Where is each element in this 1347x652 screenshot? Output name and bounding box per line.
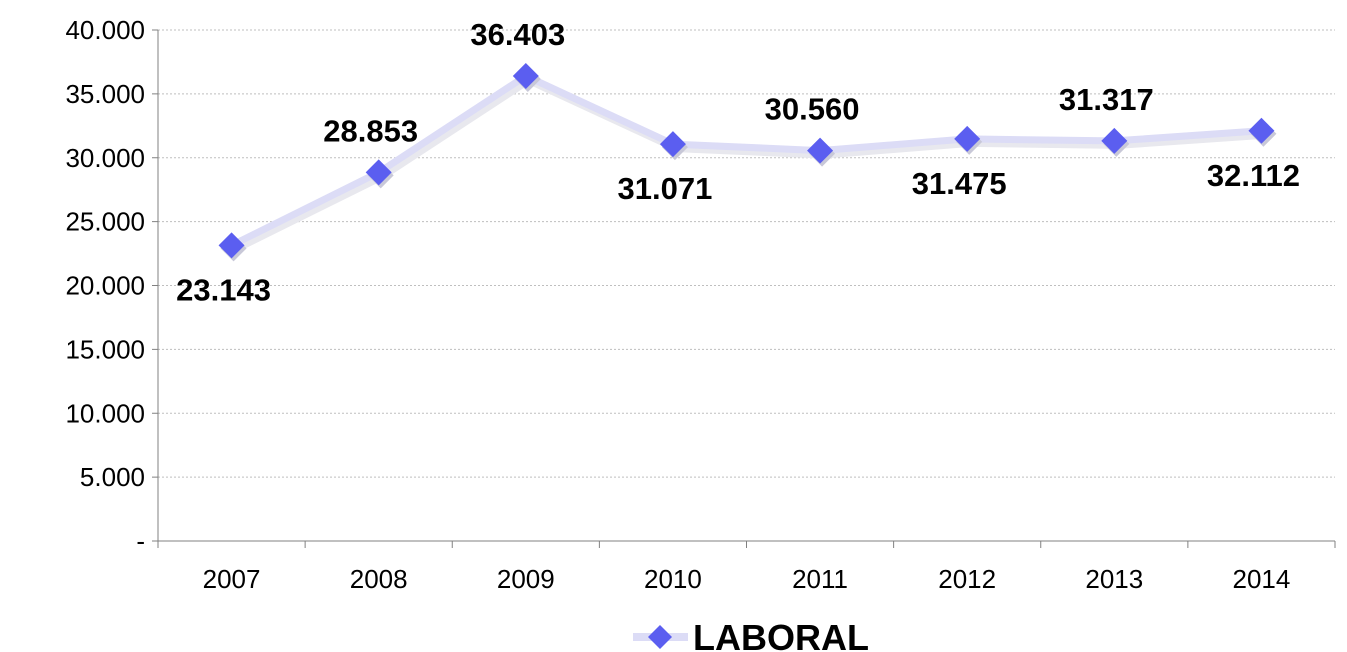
x-tick-label: 2014 bbox=[1233, 564, 1291, 594]
y-tick-label: 40.000 bbox=[65, 15, 145, 45]
series-line-shadow bbox=[232, 75, 1265, 253]
data-labels: 23.143 28.853 36.403 31.071 30.560 31.475 31.3… bbox=[176, 17, 1300, 307]
data-point-marker bbox=[365, 159, 392, 186]
data-label: 23.143 bbox=[176, 272, 271, 307]
x-tick-label: 2007 bbox=[203, 564, 261, 594]
data-label: 36.403 bbox=[470, 17, 565, 52]
y-axis-ticks: - 5.000 10.000 15.000 20.000 25.000 30.000 35.0… bbox=[65, 15, 145, 556]
x-tick-label: 2009 bbox=[497, 564, 555, 594]
x-axis-ticks: 2007 2008 2009 2010 2011 2012 2013 2014 bbox=[203, 564, 1291, 594]
axes bbox=[152, 29, 1336, 548]
x-tick-label: 2012 bbox=[938, 564, 996, 594]
y-tick-label: 25.000 bbox=[65, 207, 145, 237]
data-point-marker bbox=[218, 232, 245, 259]
series-line bbox=[230, 72, 1262, 249]
data-point-marker bbox=[659, 131, 686, 158]
y-tick-label: - bbox=[136, 526, 145, 556]
data-point-marker bbox=[1248, 117, 1275, 144]
legend-diamond-icon bbox=[648, 625, 672, 649]
y-tick-label: 20.000 bbox=[65, 271, 145, 301]
y-tick-label: 10.000 bbox=[65, 398, 145, 428]
legend-label: LABORAL bbox=[693, 617, 869, 652]
y-tick-label: 5.000 bbox=[80, 462, 145, 492]
data-label: 32.112 bbox=[1207, 158, 1300, 193]
data-point-marker bbox=[807, 137, 834, 164]
data-label: 31.317 bbox=[1059, 82, 1154, 117]
data-point-marker bbox=[512, 62, 539, 89]
x-tick-label: 2010 bbox=[644, 564, 702, 594]
y-tick-label: 30.000 bbox=[65, 143, 145, 173]
series-laboral bbox=[218, 62, 1277, 262]
legend: LABORAL bbox=[633, 617, 869, 652]
data-label: 31.071 bbox=[618, 171, 713, 206]
x-tick-label: 2013 bbox=[1085, 564, 1143, 594]
y-tick-label: 35.000 bbox=[65, 79, 145, 109]
x-tick-label: 2011 bbox=[792, 564, 848, 594]
data-point-marker bbox=[954, 125, 981, 152]
data-label: 28.853 bbox=[323, 113, 418, 148]
y-tick-label: 15.000 bbox=[65, 334, 145, 364]
x-tick-label: 2008 bbox=[350, 564, 408, 594]
data-point-marker bbox=[1101, 127, 1128, 154]
gridlines bbox=[158, 29, 1335, 478]
data-label: 30.560 bbox=[765, 92, 860, 127]
data-label: 31.475 bbox=[912, 166, 1007, 201]
